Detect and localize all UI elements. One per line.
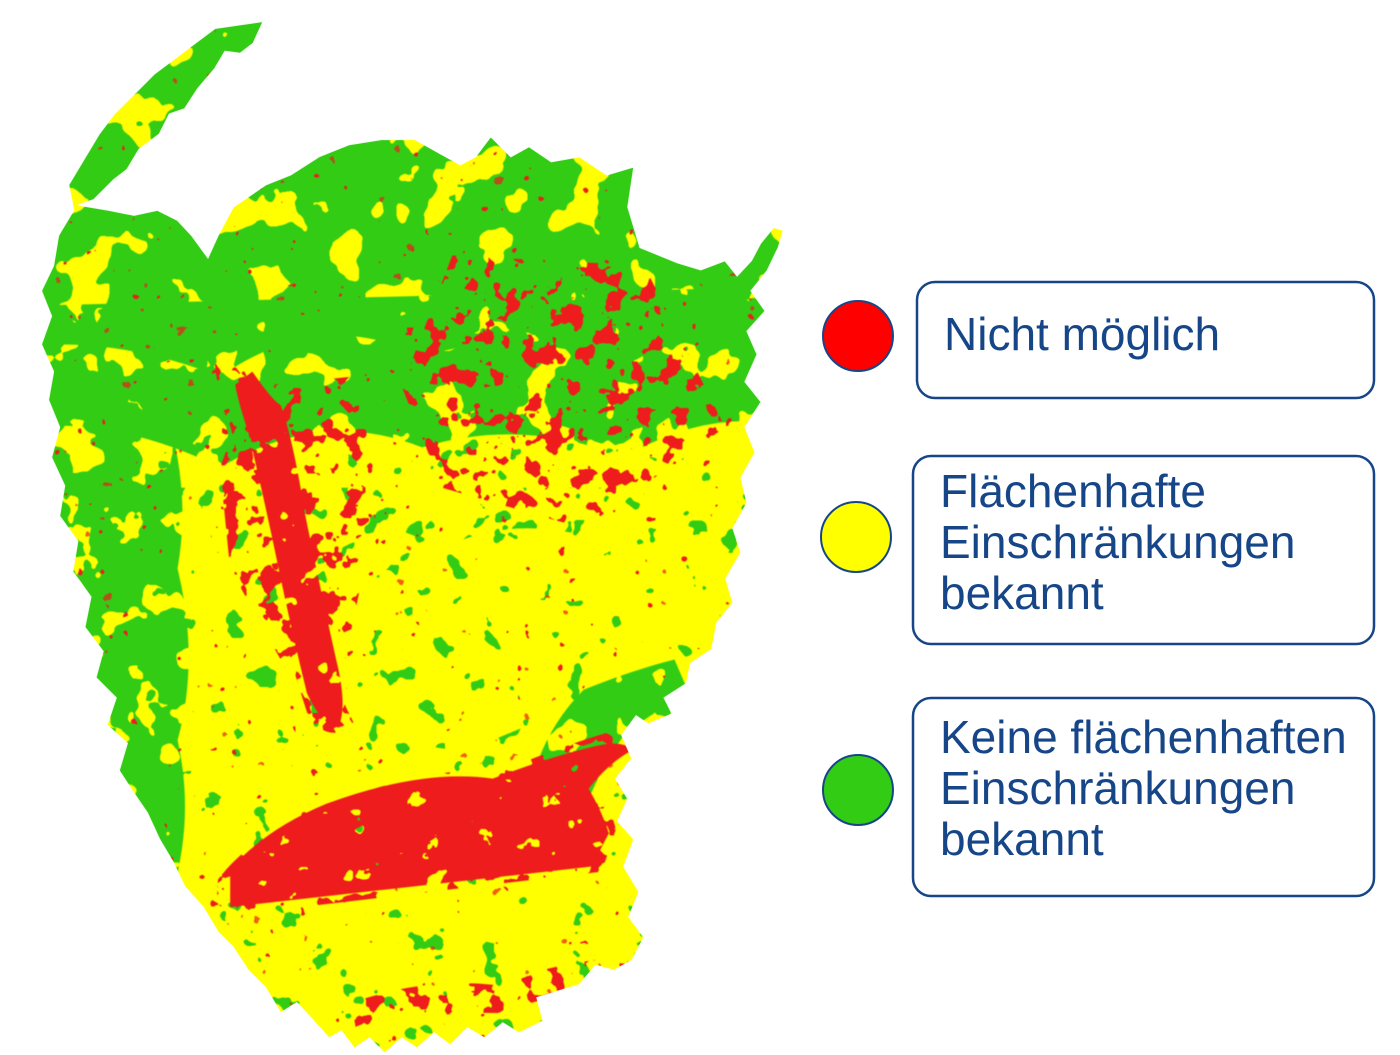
svg-text:bekannt: bekannt [940,813,1104,865]
svg-text:Nicht möglich: Nicht möglich [944,308,1220,360]
svg-text:bekannt: bekannt [940,567,1104,619]
svg-text:Einschränkungen: Einschränkungen [940,516,1295,568]
svg-text:Flächenhafte: Flächenhafte [940,465,1206,517]
svg-text:Keine flächenhaften: Keine flächenhaften [940,711,1347,763]
svg-text:Einschränkungen: Einschränkungen [940,762,1295,814]
